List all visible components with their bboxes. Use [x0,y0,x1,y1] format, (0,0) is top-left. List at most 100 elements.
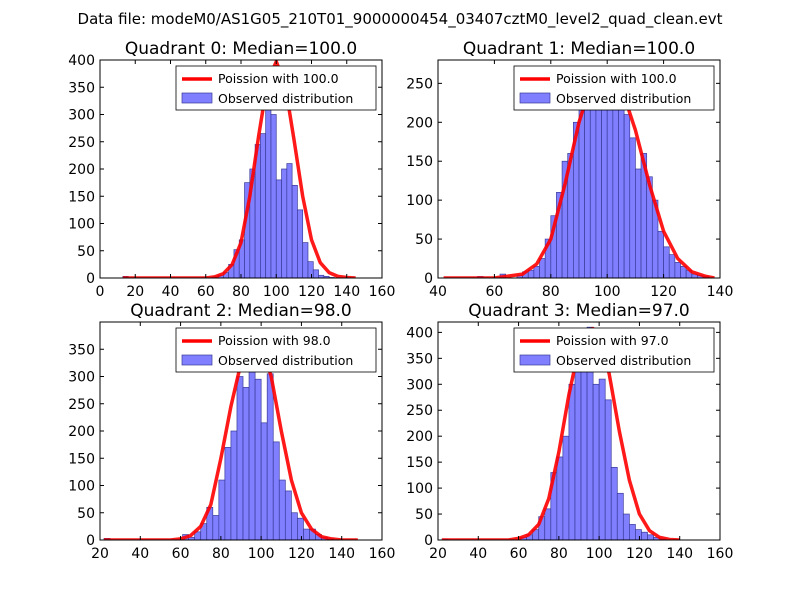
quadrant-0-bar [275,179,282,278]
quadrant-0-xtick-label: 160 [369,284,396,300]
quadrant-3-bar [641,531,648,540]
quadrant-0-bar [281,168,288,278]
quadrant-1-bar [674,262,681,278]
quadrant-1-ytick-label: 150 [406,154,433,170]
quadrant-3-bar [610,466,618,540]
quadrant-0-plot-area [122,60,356,278]
quadrant-3-bar [544,508,552,540]
quadrant-2-ytick-label: 300 [68,370,95,386]
quadrant-2-xtick-label: 140 [328,546,355,562]
quadrant-0-ytick-label: 400 [68,53,95,69]
quadrant-1-xtick-label: 140 [707,284,734,300]
quadrant-0-xtick-label: 40 [162,284,180,300]
quadrant-3-panel: Quadrant 3: Median=97.0 20 40 60 80 100 120 140… [406,301,733,562]
quadrant-2-bar [284,490,292,540]
quadrant-1-ytick-label: 250 [406,76,433,92]
quadrant-3-xtick-label: 160 [707,546,734,562]
quadrant-2-ytick-label: 150 [68,451,95,467]
quadrant-2-xtick-label: 80 [212,546,230,562]
quadrant-1-panel: Quadrant 1: Median=100.0 40 60 80 100 120 140 0… [406,39,733,300]
quadrant-2-bar [218,479,226,540]
quadrant-3-xtick-label: 100 [586,546,613,562]
quadrant-0-xtick-label: 60 [197,284,215,300]
quadrant-0-bar [260,133,267,278]
quadrant-0-ytick-label: 300 [68,108,95,124]
quadrant-1-bar [539,258,546,278]
quadrant-0-legend-line-label: Poission with 100.0 [218,71,339,86]
quadrant-2-legend-line-label: Poission with 98.0 [218,333,331,348]
quadrant-1-bar [612,83,619,278]
quadrant-3-bar [568,383,576,540]
quadrant-1-axes-frame [437,59,721,279]
quadrant-2-bar [230,430,238,540]
quadrant-1-bar [663,246,670,278]
quadrant-1-xtick-label: 100 [594,284,621,300]
quadrant-2-ytick-label: 250 [68,397,95,413]
quadrant-3-xtick-label: 40 [469,546,487,562]
quadrant-2-xtick-label: 120 [288,546,315,562]
quadrant-1-legend-bar-swatch [519,92,551,104]
quadrant-1-legend-line-label: Poission with 100.0 [556,71,677,86]
quadrant-0-bar [297,209,304,278]
quadrant-0-ytick-label: 50 [77,244,95,260]
quadrant-2-bar [236,376,244,540]
quadrant-3-bar [622,513,630,540]
quadrant-0-bar [270,114,277,278]
quadrant-0-bar [307,261,314,278]
quadrant-2-ytick-label: 100 [68,479,95,495]
quadrant-1-bar [589,83,597,278]
quadrant-1-bar [629,137,636,278]
quadrant-3-bar [562,435,570,540]
quadrant-3-ytick-label: 0 [424,533,433,549]
quadrant-0-xtick-label: 140 [333,284,360,300]
quadrant-1-xtick-label: 120 [650,284,677,300]
quadrant-0-bar [302,242,309,278]
quadrant-2-bar [297,517,304,540]
quadrant-2-title: Quadrant 2: Median=98.0 [130,301,352,321]
quadrant-3-ytick-label: 300 [406,377,433,393]
quadrant-0-ytick-label: 350 [68,80,95,96]
quadrant-1-bar [635,168,642,278]
quadrant-3-bar [616,492,624,540]
quadrant-3-bar [647,534,654,540]
quadrant-2-xtick-label: 100 [248,546,275,562]
quadrant-3-plot-area [441,326,680,540]
quadrant-2-xtick-label: 60 [172,546,190,562]
quadrant-2-legend: Poission with 98.0 Observed distribution [175,327,377,373]
quadrant-3-ytick-label: 250 [406,403,433,419]
quadrant-3-ytick-label: 150 [406,455,433,471]
quadrant-1-plot-area [443,66,715,278]
quadrant-3-xtick-label: 60 [510,546,528,562]
quadrant-3-bar [556,456,564,540]
quadrant-2-bar [248,362,256,540]
quadrant-1-xtick-label: 40 [429,284,447,300]
quadrant-3-ytick-label: 400 [406,325,433,341]
quadrant-1-xtick-label: 60 [485,284,503,300]
quadrant-2-bar [266,373,274,540]
quadrant-2-bar [224,447,232,540]
quadrant-3-axes-frame [437,321,721,541]
quadrant-3-bar [598,378,606,540]
quadrant-2-legend-bar-label: Observed distribution [218,353,353,368]
quadrant-1-bar [657,230,664,278]
quadrant-2-xtick-label: 160 [369,546,396,562]
quadrant-0-legend-bar-swatch [181,92,213,104]
quadrant-3-bar [574,357,582,540]
quadrant-3-legend: Poission with 97.0 Observed distribution [513,327,715,373]
quadrant-1-bar [533,265,540,278]
quadrant-1-bar [668,254,676,278]
quadrant-2-bar [212,515,220,540]
quadrant-1-bar [618,98,625,278]
quadrant-2-legend-bar-swatch [181,354,213,366]
quadrant-1-ytick-label: 200 [406,115,433,131]
quadrant-1-legend: Poission with 100.0 Observed distribution [513,65,715,111]
quadrant-3-xtick-label: 140 [666,546,693,562]
quadrant-1-legend-bar-label: Observed distribution [556,91,691,106]
quadrant-1-ytick-label: 50 [415,232,433,248]
quadrant-2-bar [303,528,310,540]
quadrant-3-legend-bar-label: Observed distribution [556,353,691,368]
quadrant-1-ytick-label: 0 [424,271,433,287]
quadrant-0-ytick-label: 250 [68,135,95,151]
quadrant-0-ytick-label: 100 [68,217,95,233]
